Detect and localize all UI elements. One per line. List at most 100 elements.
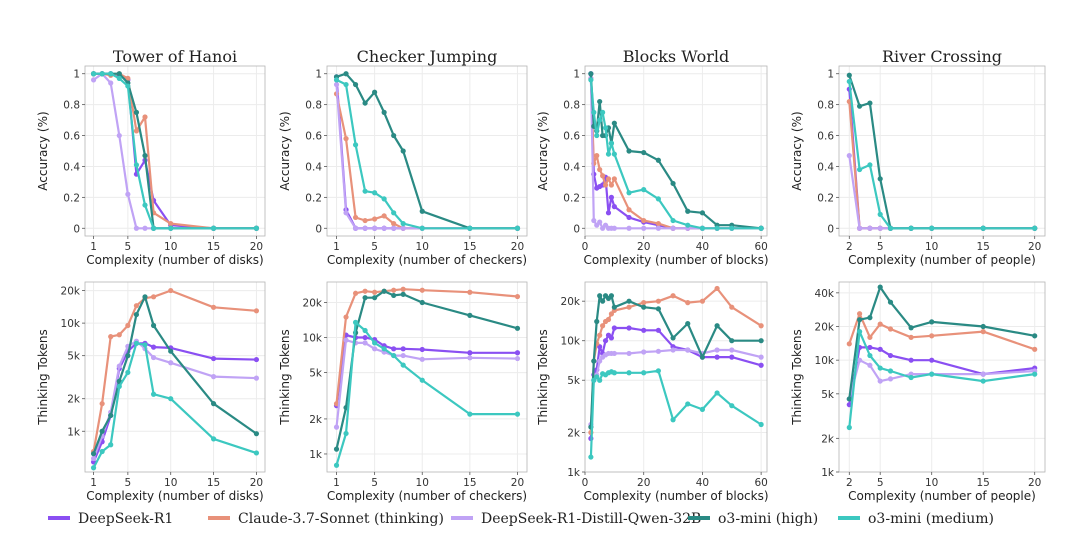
data-point	[467, 411, 473, 417]
data-point	[253, 308, 260, 314]
data-point	[714, 347, 720, 353]
data-point	[391, 346, 397, 352]
data-point	[210, 374, 217, 380]
y-tick-label: 0.4	[305, 161, 322, 173]
series-0	[588, 325, 764, 442]
legend-item: DeepSeek-R1	[48, 511, 173, 527]
y-tick-label: 1	[315, 69, 322, 81]
series-line	[848, 286, 1035, 400]
data-point	[343, 430, 349, 437]
x-axis-label: Complexity (number of disks)	[86, 253, 263, 267]
y-tick-label: 0	[73, 223, 80, 235]
data-point	[929, 371, 935, 377]
data-point	[419, 225, 425, 231]
data-point	[343, 210, 349, 216]
data-point	[611, 120, 617, 126]
data-point	[419, 377, 425, 383]
data-point	[125, 191, 131, 197]
data-point	[90, 71, 97, 77]
data-point	[467, 350, 473, 356]
data-point	[210, 401, 217, 407]
data-point	[343, 136, 349, 142]
series-2	[90, 71, 260, 231]
data-point	[857, 311, 863, 317]
data-point	[670, 225, 676, 231]
data-point	[116, 363, 122, 369]
x-tick-label: 15	[463, 477, 476, 489]
data-point	[729, 338, 735, 344]
series-line	[93, 72, 257, 230]
data-point	[877, 284, 883, 290]
data-point	[699, 406, 706, 412]
data-point	[400, 352, 406, 359]
data-point	[108, 334, 114, 340]
data-point	[168, 348, 174, 354]
y-tick-label: 1	[827, 69, 834, 81]
data-point	[253, 225, 260, 231]
data-point	[670, 180, 676, 187]
data-point	[714, 285, 720, 292]
data-point	[142, 294, 148, 300]
y-tick-label: 2k	[821, 433, 835, 445]
legend-label: DeepSeek-R1	[78, 511, 173, 527]
data-point	[467, 355, 473, 361]
data-point	[608, 311, 615, 317]
data-point	[381, 196, 387, 202]
data-point	[600, 298, 606, 304]
x-tick-label: 20	[250, 241, 263, 253]
y-tick-label: 2k	[309, 414, 323, 426]
y-tick-label: 20k	[303, 298, 323, 310]
data-point	[362, 100, 368, 106]
data-point	[372, 289, 378, 295]
series-line	[589, 369, 762, 458]
data-point	[867, 334, 873, 340]
data-point	[670, 217, 676, 224]
data-point	[168, 287, 174, 294]
data-point	[641, 349, 647, 355]
data-point	[352, 290, 359, 296]
data-point	[685, 347, 691, 353]
legend-label: o3-mini (medium)	[868, 511, 994, 527]
y-tick-label: 1k	[567, 467, 581, 479]
data-point	[343, 71, 349, 77]
data-point	[400, 286, 406, 292]
y-tick-label: 0.4	[563, 161, 580, 173]
data-point	[514, 293, 521, 300]
data-point	[611, 370, 617, 376]
y-tick-label: 0.2	[63, 192, 80, 204]
data-point	[588, 454, 594, 460]
data-point	[600, 109, 606, 115]
data-point	[116, 132, 122, 139]
data-point	[594, 132, 600, 139]
x-tick-label: 10	[164, 477, 177, 489]
data-point	[867, 344, 873, 351]
data-point	[362, 217, 368, 224]
y-tick-label: 5k	[821, 389, 835, 401]
data-point	[108, 80, 114, 86]
data-point	[253, 375, 260, 381]
data-point	[641, 370, 647, 376]
data-point	[655, 306, 661, 312]
y-tick-label: 0.6	[63, 131, 80, 143]
data-point	[867, 315, 873, 321]
data-point	[150, 391, 157, 397]
data-point	[343, 337, 349, 343]
data-point	[467, 225, 473, 231]
data-point	[929, 319, 935, 325]
data-point	[846, 78, 852, 85]
data-point	[210, 355, 217, 362]
data-point	[608, 335, 615, 341]
data-point	[867, 100, 873, 106]
data-point	[611, 304, 617, 310]
data-point	[641, 187, 647, 193]
y-tick-label: 0.6	[817, 131, 834, 143]
x-tick-label: 5	[877, 241, 884, 253]
data-point	[362, 225, 368, 231]
series-line	[848, 330, 1035, 428]
data-point	[758, 323, 764, 329]
y-tick-label: 20k	[61, 286, 81, 298]
data-point	[116, 332, 122, 338]
data-point	[125, 353, 131, 359]
data-point	[168, 225, 174, 231]
